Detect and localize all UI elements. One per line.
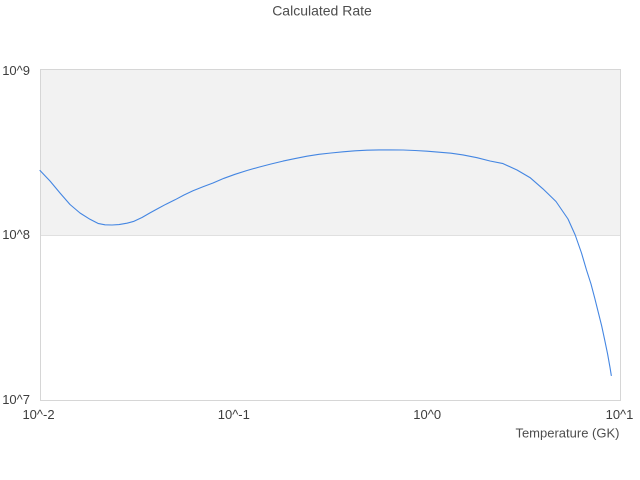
svg-text:10^-1: 10^-1	[218, 407, 250, 422]
svg-text:10^0: 10^0	[413, 407, 441, 422]
svg-text:10^8: 10^8	[2, 227, 30, 242]
svg-text:Temperature (GK): Temperature (GK)	[515, 426, 619, 441]
svg-text:10^9: 10^9	[2, 63, 30, 78]
svg-text:Calculated Rate: Calculated Rate	[272, 3, 372, 19]
svg-text:10^-2: 10^-2	[22, 407, 54, 422]
svg-text:10^1: 10^1	[606, 407, 634, 422]
svg-text:10^7: 10^7	[2, 392, 30, 407]
